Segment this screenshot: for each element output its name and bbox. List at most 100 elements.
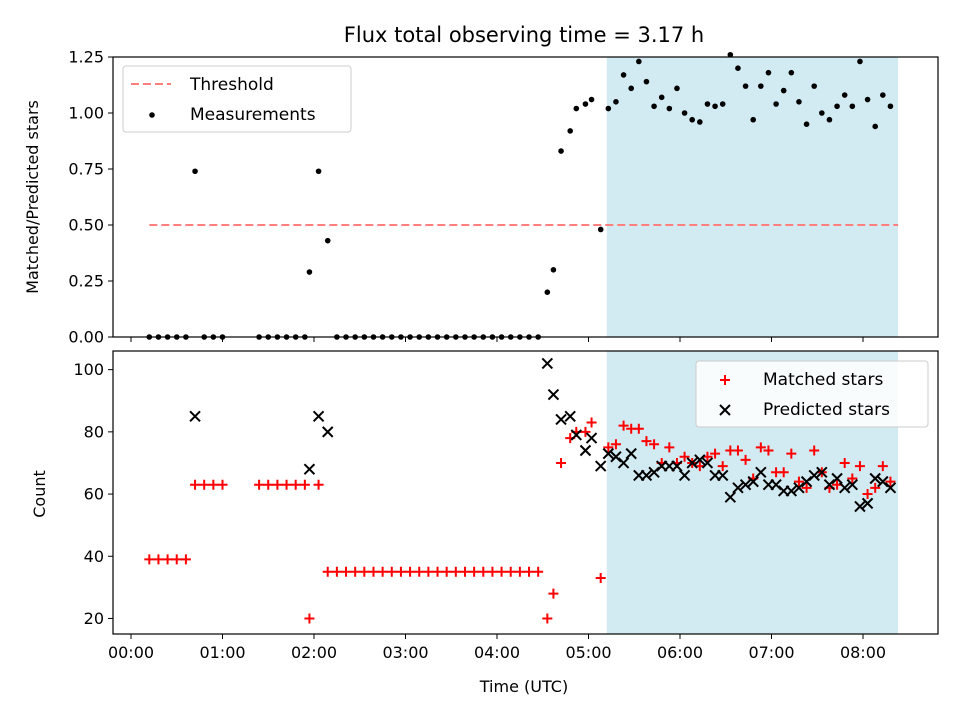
predicted-stars-point — [579, 444, 592, 457]
matched-stars-point — [710, 448, 721, 459]
predicted-stars-point — [617, 457, 630, 469]
matched-stars-point — [839, 457, 850, 468]
measurement-point — [324, 237, 331, 244]
bottom-series-1 — [189, 357, 897, 513]
matched-stars-point — [304, 613, 315, 624]
matched-stars-point — [793, 476, 804, 487]
bottom-legend-box — [695, 360, 929, 428]
predicted-stars-point — [838, 482, 851, 494]
measurement-point — [544, 289, 551, 296]
predicted-stars-point — [322, 426, 334, 438]
predicted-stars-point — [846, 479, 859, 491]
measurement-point — [605, 105, 612, 112]
predicted-stars-point — [808, 469, 820, 482]
measurement-point — [697, 119, 703, 125]
top-y-tick-label: 1.00 — [68, 104, 104, 123]
x-tick-label: 01:00 — [199, 643, 245, 662]
matched-stars-point — [208, 479, 219, 490]
measurement-point — [819, 110, 825, 116]
matched-stars-point — [359, 566, 370, 577]
x-tick-label: 07:00 — [748, 643, 794, 662]
matched-stars-point — [580, 426, 591, 437]
predicted-stars-point — [785, 485, 798, 497]
predicted-stars-point — [640, 469, 653, 482]
top-frame — [112, 56, 939, 338]
measurement-point — [864, 96, 871, 103]
top-legend-box — [122, 65, 352, 133]
x-tick-label: 00:00 — [108, 643, 154, 662]
measurement-point — [758, 83, 764, 89]
bottom-y-tick-label: 60 — [84, 485, 104, 504]
measurement-point — [826, 116, 833, 123]
predicted-stars-point — [831, 472, 843, 485]
matched-stars-point — [180, 554, 191, 565]
matched-stars-point — [732, 445, 743, 456]
predicted-stars-legend-label: Predicted stars — [763, 400, 890, 420]
matched-stars-point — [854, 461, 865, 472]
predicted-stars-point — [747, 475, 759, 488]
matched-stars-point — [809, 445, 820, 456]
matched-stars-point — [153, 554, 164, 565]
matched-stars-point — [740, 454, 751, 465]
matched-stars-point — [162, 554, 173, 565]
matched-stars-point — [368, 566, 379, 577]
predicted-stars-point — [854, 500, 866, 513]
matched-stars-point — [514, 566, 525, 577]
matched-stars-point — [432, 566, 443, 577]
predicted-stars-point — [555, 413, 567, 426]
measurement-point — [727, 51, 734, 58]
matched-stars-point — [633, 423, 644, 434]
x-tick-label: 08:00 — [840, 643, 886, 662]
measurement-point — [803, 121, 810, 127]
measurement-point — [880, 92, 886, 98]
matched-stars-point — [763, 445, 774, 456]
x-tick-label: 03:00 — [382, 643, 428, 662]
predicted-stars-point — [686, 457, 698, 469]
matched-stars-point — [524, 566, 535, 577]
matched-stars-point — [144, 554, 155, 565]
matched-stars-point — [405, 566, 416, 577]
x-tick-label: 02:00 — [291, 643, 337, 662]
measurement-point — [628, 85, 634, 92]
predicted-stars-point — [564, 410, 576, 423]
matched-stars-point — [386, 566, 397, 577]
matched-stars-point — [603, 442, 614, 453]
measurement-point — [620, 72, 627, 78]
measurement-point — [658, 94, 665, 101]
predicted-stars-point — [861, 497, 874, 510]
predicted-stars-point — [716, 469, 729, 482]
measurement-point — [666, 105, 673, 112]
measurement-point — [597, 226, 604, 233]
measurement-point — [681, 110, 688, 116]
measurement-point — [704, 101, 711, 107]
matched-stars-point — [341, 566, 352, 577]
measurement-point — [857, 58, 863, 65]
matched-stars-point — [217, 479, 228, 490]
predicted-stars-point — [869, 472, 881, 485]
matched-stars-point — [450, 566, 461, 577]
measurement-point — [689, 116, 695, 123]
measurement-point — [558, 148, 564, 154]
matched-stars-point — [595, 573, 606, 584]
chart-title: Flux total observing time = 3.17 h — [344, 23, 704, 47]
matched-stars-point — [679, 451, 690, 462]
matched-stars-point — [414, 566, 425, 577]
top-y-tick-label: 0.50 — [68, 216, 104, 235]
top-y-tick-label: 0.25 — [68, 272, 104, 291]
predicted-stars-point — [732, 482, 744, 494]
measurement-point — [192, 168, 198, 175]
measurement-point — [796, 99, 802, 105]
matched-stars-point — [556, 457, 567, 468]
measurement-point — [788, 69, 795, 76]
bottom-y-tick-label: 100 — [73, 360, 104, 379]
matched-stars-point — [618, 420, 629, 431]
measurement-point — [742, 83, 749, 89]
matched-stars-legend-label: Matched stars — [763, 370, 883, 390]
measurement-point — [765, 69, 772, 76]
matched-stars-point — [542, 613, 553, 624]
top-legend: Threshold Measurements — [122, 65, 352, 133]
matched-stars-point — [190, 479, 201, 490]
predicted-stars-point — [303, 463, 316, 475]
matched-stars-point — [459, 566, 470, 577]
